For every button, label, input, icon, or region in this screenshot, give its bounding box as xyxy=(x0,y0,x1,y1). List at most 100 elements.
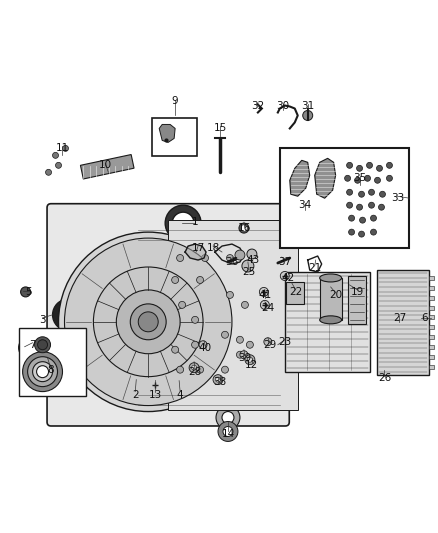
Circle shape xyxy=(222,411,234,424)
Bar xyxy=(429,365,434,369)
Text: 24: 24 xyxy=(261,303,275,313)
Circle shape xyxy=(241,301,248,309)
Circle shape xyxy=(368,189,374,195)
Circle shape xyxy=(179,301,186,309)
Circle shape xyxy=(226,255,233,262)
Circle shape xyxy=(367,163,372,168)
Text: 13: 13 xyxy=(148,390,162,400)
Bar xyxy=(348,276,366,324)
Circle shape xyxy=(37,366,49,378)
Text: 23: 23 xyxy=(278,337,291,347)
Circle shape xyxy=(357,165,363,171)
Circle shape xyxy=(53,152,59,158)
Circle shape xyxy=(259,287,268,296)
Circle shape xyxy=(32,362,53,382)
Text: 20: 20 xyxy=(329,290,342,300)
Text: 32: 32 xyxy=(251,101,265,110)
Text: 33: 33 xyxy=(391,193,404,203)
Bar xyxy=(429,355,434,359)
Text: 36: 36 xyxy=(225,257,239,267)
Text: 1: 1 xyxy=(192,217,198,227)
Circle shape xyxy=(19,336,42,360)
Polygon shape xyxy=(185,244,206,260)
Polygon shape xyxy=(159,124,175,142)
Text: 40: 40 xyxy=(198,343,212,353)
Circle shape xyxy=(165,205,201,241)
Bar xyxy=(152,118,197,156)
Circle shape xyxy=(197,277,204,284)
Circle shape xyxy=(264,338,272,346)
Text: 16: 16 xyxy=(238,223,251,233)
Circle shape xyxy=(53,299,85,331)
Circle shape xyxy=(151,381,159,389)
Circle shape xyxy=(197,366,204,373)
Circle shape xyxy=(189,362,199,373)
Circle shape xyxy=(222,332,229,338)
Circle shape xyxy=(247,249,257,259)
Circle shape xyxy=(21,287,31,297)
Circle shape xyxy=(359,191,364,197)
Bar xyxy=(168,220,298,409)
Circle shape xyxy=(240,351,248,359)
Circle shape xyxy=(368,202,374,208)
Text: 41: 41 xyxy=(258,290,272,300)
Circle shape xyxy=(346,202,353,208)
Text: 37: 37 xyxy=(278,257,291,267)
Text: 39: 39 xyxy=(238,353,251,363)
Circle shape xyxy=(260,301,269,309)
Circle shape xyxy=(28,357,57,386)
Circle shape xyxy=(93,267,203,377)
Circle shape xyxy=(357,204,363,210)
Circle shape xyxy=(237,351,244,358)
Circle shape xyxy=(378,204,385,210)
Text: 10: 10 xyxy=(99,160,112,171)
Text: 29: 29 xyxy=(263,340,276,350)
Circle shape xyxy=(377,165,382,171)
Circle shape xyxy=(245,355,255,365)
Circle shape xyxy=(213,375,223,385)
Circle shape xyxy=(177,366,184,373)
Text: 38: 38 xyxy=(213,377,226,386)
Circle shape xyxy=(59,305,78,325)
Circle shape xyxy=(130,304,166,340)
FancyBboxPatch shape xyxy=(47,204,289,426)
Circle shape xyxy=(371,215,377,221)
Circle shape xyxy=(280,271,289,280)
Circle shape xyxy=(177,255,184,262)
Text: 7: 7 xyxy=(29,340,36,350)
Text: 5: 5 xyxy=(25,287,32,297)
Circle shape xyxy=(175,379,181,385)
Circle shape xyxy=(191,365,197,370)
Text: 35: 35 xyxy=(353,173,366,183)
Circle shape xyxy=(191,341,198,348)
Circle shape xyxy=(241,225,247,231)
Bar xyxy=(429,305,434,310)
Circle shape xyxy=(199,341,207,349)
Text: 6: 6 xyxy=(421,313,427,323)
Circle shape xyxy=(122,369,150,397)
Text: 30: 30 xyxy=(276,101,290,110)
Text: 27: 27 xyxy=(393,313,406,323)
Circle shape xyxy=(364,175,371,181)
Circle shape xyxy=(147,377,163,393)
Bar xyxy=(429,335,434,339)
Circle shape xyxy=(242,260,254,272)
Polygon shape xyxy=(314,158,336,198)
Bar xyxy=(429,325,434,329)
Text: 42: 42 xyxy=(281,273,294,283)
Text: 12: 12 xyxy=(245,360,258,370)
Circle shape xyxy=(346,189,353,195)
Circle shape xyxy=(386,163,392,168)
Text: 34: 34 xyxy=(298,200,311,210)
Circle shape xyxy=(349,215,355,221)
Bar xyxy=(429,316,434,319)
Circle shape xyxy=(172,346,179,353)
Ellipse shape xyxy=(320,274,342,282)
Text: 17: 17 xyxy=(191,243,205,253)
Circle shape xyxy=(216,406,240,430)
Circle shape xyxy=(35,337,50,353)
Polygon shape xyxy=(290,160,310,196)
Circle shape xyxy=(226,292,233,298)
Bar xyxy=(19,328,86,395)
Circle shape xyxy=(59,232,238,411)
